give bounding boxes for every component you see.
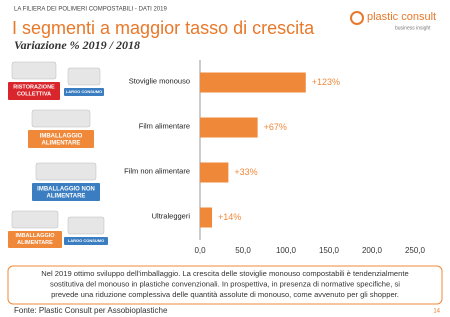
icon-picture — [35, 162, 97, 181]
page-number: 14 — [433, 309, 440, 315]
x-tick-label: 150,0 — [319, 246, 340, 255]
bar — [200, 117, 258, 138]
category-label: Film alimentare — [139, 121, 190, 130]
category-label: Stoviglie monouso — [129, 76, 190, 85]
chart-title: I segmenti a maggior tasso di crescita — [12, 18, 315, 38]
source: Fonte: Plastic Consult per Assobioplasti… — [14, 306, 168, 315]
value-label: +33% — [234, 167, 257, 177]
icon-picture — [11, 61, 57, 80]
icon-box — [28, 130, 94, 148]
icon-box — [64, 88, 104, 96]
logo-mark — [350, 11, 364, 25]
icon-picture — [67, 67, 101, 86]
note-line: Nel 2019 ottimo sviluppo dell'imballaggi… — [41, 269, 408, 278]
logo-tagline: business insight — [395, 25, 431, 31]
value-label: +67% — [264, 122, 287, 132]
icon-box — [8, 231, 62, 248]
icon-picture — [11, 210, 59, 229]
x-tick-label: 200,0 — [362, 246, 383, 255]
bar — [200, 162, 229, 183]
icon-box — [8, 82, 60, 100]
category-label: Film non alimentare — [124, 166, 190, 175]
icon-label: LARGO CONSUMO — [68, 238, 104, 243]
chart-subtitle: Variazione % 2019 / 2018 — [14, 38, 140, 52]
icon-picture — [31, 109, 91, 128]
bar — [200, 72, 306, 93]
x-tick-label: 50,0 — [235, 246, 251, 255]
category-label: Ultraleggeri — [152, 211, 191, 220]
icon-label: IMBALLAGGIO ALIMENTARE — [40, 133, 83, 146]
logo-name: plastic consult — [367, 11, 436, 23]
value-label: +123% — [312, 77, 340, 87]
x-tick-label: 100,0 — [276, 246, 297, 255]
note-line: prevede una riduzione complessiva delle … — [51, 290, 399, 299]
icon-box — [64, 237, 108, 245]
icon-label: IMBALLAGGIO ALIMENTARE — [15, 233, 55, 246]
header: LA FILIERA DEI POLIMERI COMPOSTABILI - D… — [14, 7, 167, 13]
x-tick-label: 250,0 — [405, 246, 426, 255]
value-label: +14% — [218, 212, 241, 222]
note-box — [7, 265, 443, 305]
icon-label: IMBALLAGGIO NON ALIMENTARE — [37, 186, 95, 199]
icon-picture — [67, 216, 105, 235]
x-tick-label: 0,0 — [194, 246, 206, 255]
icon-box — [32, 183, 100, 201]
icon-label: LARGO CONSUMO — [66, 89, 102, 94]
bar — [200, 207, 213, 228]
note-line: sostitutiva del monouso in plastiche con… — [50, 280, 400, 289]
icon-label: RISTORAZIONE COLLETTIVA — [13, 85, 55, 98]
